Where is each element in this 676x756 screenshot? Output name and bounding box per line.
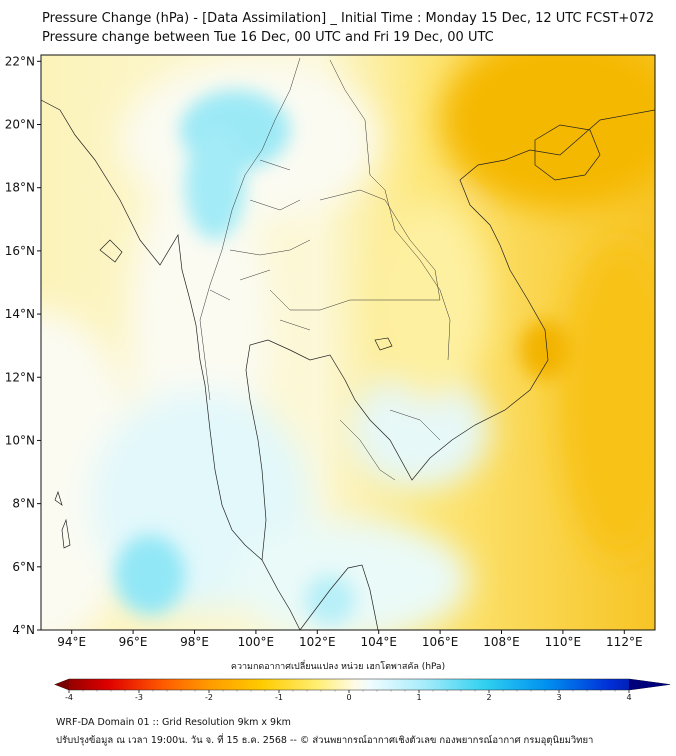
longitude-axis: 94°E 96°E 98°E 100°E 102°E 104°E 106°E 108°E 110… — [57, 630, 643, 649]
lon-tick-label: 98°E — [180, 635, 209, 649]
lat-tick-label: 14°N — [5, 307, 35, 321]
lat-tick-label: 6°N — [12, 560, 35, 574]
colorbar-extend-high — [629, 679, 670, 690]
footer-line-2: ปรับปรุงข้อมูล ณ เวลา 19:00น. วัน จ. ที่… — [56, 735, 594, 746]
colorbar-tick-label: -4 — [65, 693, 73, 702]
coastline-malaya-east — [299, 564, 379, 630]
title-line-1: Pressure Change (hPa) - [Data Assimilati… — [42, 11, 655, 26]
border-cambodia — [339, 409, 441, 481]
pressure-field — [41, 55, 655, 630]
colorbar-tick-label: -2 — [205, 693, 213, 702]
colorbar-ticks: -4 -3 -2 -1 0 1 2 3 4 — [65, 690, 632, 702]
lon-tick-label: 104°E — [360, 635, 397, 649]
province-borders — [209, 159, 311, 331]
lon-tick-label: 108°E — [483, 635, 520, 649]
lon-tick-label: 96°E — [119, 635, 148, 649]
border-west — [199, 57, 301, 401]
colorbar-bar — [54, 678, 671, 691]
latitude-axis: 4°N 6°N 8°N 10°N 12°N 14°N 16°N 18°N 20°N 22°N — [5, 54, 41, 637]
border-east — [329, 59, 451, 361]
lon-tick-label: 94°E — [57, 635, 86, 649]
field-rise-shan — [185, 130, 245, 240]
colorbar-tick-label: 1 — [416, 693, 421, 702]
coastlines — [41, 99, 655, 630]
coastline-tonle-sap — [374, 337, 393, 351]
lat-tick-label: 8°N — [12, 497, 35, 511]
country-borders — [199, 57, 451, 481]
footer-line-1: WRF-DA Domain 01 :: Grid Resolution 9km … — [56, 717, 291, 728]
coastline-andaman — [41, 99, 301, 630]
lat-tick-label: 18°N — [5, 181, 35, 195]
colorbar-tick-label: 3 — [556, 693, 561, 702]
lon-tick-label: 106°E — [422, 635, 459, 649]
field-rise-andaman — [115, 535, 185, 615]
lat-tick-label: 20°N — [5, 118, 35, 132]
lon-tick-label: 110°E — [545, 635, 582, 649]
coastline-hainan — [534, 124, 601, 181]
lon-tick-label: 100°E — [238, 635, 275, 649]
colorbar-tick-label: 2 — [486, 693, 491, 702]
coastline-island-3 — [61, 518, 71, 549]
colorbar-tick-label: -3 — [135, 693, 143, 702]
field-fall-northeast — [440, 55, 655, 210]
field-rise-mekong — [350, 370, 490, 490]
field-fall-east — [560, 240, 655, 560]
field-fall-scs — [520, 320, 570, 380]
lat-tick-label: 16°N — [5, 244, 35, 258]
colorbar-tick-label: 4 — [626, 693, 631, 702]
colorbar: -4 -3 -2 -1 0 1 2 3 4 — [54, 678, 671, 702]
colorbar-tick-label: -1 — [275, 693, 283, 702]
field-rise-gulf — [230, 520, 470, 630]
lat-tick-label: 4°N — [12, 623, 35, 637]
lat-tick-label: 22°N — [5, 54, 35, 68]
field-rise-malaya — [305, 575, 355, 625]
lat-tick-label: 12°N — [5, 370, 35, 384]
coastline-island-1 — [99, 239, 123, 263]
coastline-island-2 — [54, 490, 63, 506]
coastline-gulf-indochina — [245, 109, 655, 561]
lat-tick-label: 10°N — [5, 433, 35, 447]
border-northeast — [269, 189, 441, 311]
map-frame — [40, 54, 656, 631]
title-line-2: Pressure change between Tue 16 Dec, 00 U… — [42, 30, 494, 45]
lon-tick-label: 102°E — [299, 635, 336, 649]
colorbar-title: ความกดอากาศเปลี่ยนแปลง หน่วย เฮกโตพาสคัล… — [230, 662, 446, 672]
colorbar-extend-low — [55, 679, 69, 690]
colorbar-tick-label: 0 — [346, 693, 351, 702]
lon-tick-label: 112°E — [606, 635, 643, 649]
